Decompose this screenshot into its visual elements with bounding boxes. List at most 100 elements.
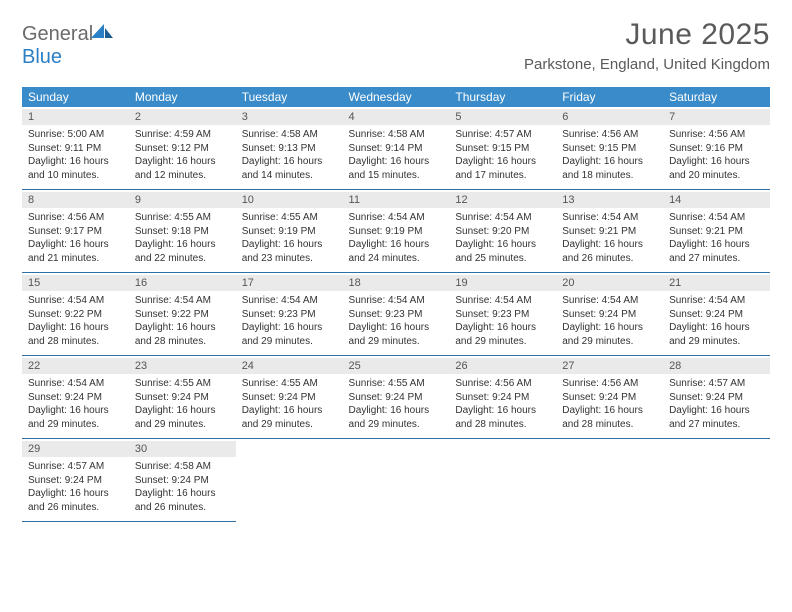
daylight-text: Daylight: 16 hours <box>242 321 337 335</box>
sunrise-text: Sunrise: 4:56 AM <box>562 128 657 142</box>
calendar-table: Sunday Monday Tuesday Wednesday Thursday… <box>22 87 770 522</box>
day-cell: 14Sunrise: 4:54 AMSunset: 9:21 PMDayligh… <box>663 190 770 273</box>
daylight-text: Daylight: 16 hours <box>349 238 444 252</box>
sunset-text: Sunset: 9:11 PM <box>28 142 123 156</box>
sunset-text: Sunset: 9:24 PM <box>242 391 337 405</box>
day-number: 23 <box>129 358 236 374</box>
daylight-text: and 29 minutes. <box>669 335 764 349</box>
title-block: June 2025 Parkstone, England, United Kin… <box>524 18 770 73</box>
sunrise-text: Sunrise: 4:54 AM <box>349 211 444 225</box>
day-cell <box>556 439 663 522</box>
week-row: 22Sunrise: 4:54 AMSunset: 9:24 PMDayligh… <box>22 356 770 439</box>
daylight-text: Daylight: 16 hours <box>669 155 764 169</box>
day-number: 12 <box>449 192 556 208</box>
daylight-text: Daylight: 16 hours <box>135 155 230 169</box>
daylight-text: Daylight: 16 hours <box>28 155 123 169</box>
sunrise-text: Sunrise: 4:57 AM <box>28 460 123 474</box>
day-cell: 5Sunrise: 4:57 AMSunset: 9:15 PMDaylight… <box>449 107 556 190</box>
daylight-text: and 17 minutes. <box>455 169 550 183</box>
sunrise-text: Sunrise: 4:54 AM <box>562 211 657 225</box>
sunrise-text: Sunrise: 4:54 AM <box>28 294 123 308</box>
day-number: 9 <box>129 192 236 208</box>
sunset-text: Sunset: 9:23 PM <box>242 308 337 322</box>
daylight-text: and 14 minutes. <box>242 169 337 183</box>
logo: General Blue <box>22 18 113 68</box>
day-cell: 13Sunrise: 4:54 AMSunset: 9:21 PMDayligh… <box>556 190 663 273</box>
day-number: 13 <box>556 192 663 208</box>
sunrise-text: Sunrise: 4:55 AM <box>349 377 444 391</box>
daylight-text: Daylight: 16 hours <box>455 321 550 335</box>
daylight-text: Daylight: 16 hours <box>562 321 657 335</box>
day-header: Tuesday <box>236 87 343 107</box>
day-cell: 30Sunrise: 4:58 AMSunset: 9:24 PMDayligh… <box>129 439 236 522</box>
day-number: 22 <box>22 358 129 374</box>
sunrise-text: Sunrise: 4:58 AM <box>349 128 444 142</box>
day-header: Saturday <box>663 87 770 107</box>
daylight-text: and 29 minutes. <box>349 335 444 349</box>
sunrise-text: Sunrise: 4:56 AM <box>28 211 123 225</box>
daylight-text: and 24 minutes. <box>349 252 444 266</box>
daylight-text: and 20 minutes. <box>669 169 764 183</box>
daylight-text: Daylight: 16 hours <box>562 404 657 418</box>
sunset-text: Sunset: 9:24 PM <box>28 474 123 488</box>
day-number: 5 <box>449 109 556 125</box>
daylight-text: and 10 minutes. <box>28 169 123 183</box>
sunset-text: Sunset: 9:24 PM <box>135 474 230 488</box>
daylight-text: Daylight: 16 hours <box>349 321 444 335</box>
day-number: 26 <box>449 358 556 374</box>
day-cell: 11Sunrise: 4:54 AMSunset: 9:19 PMDayligh… <box>343 190 450 273</box>
daylight-text: and 29 minutes. <box>455 335 550 349</box>
daylight-text: Daylight: 16 hours <box>669 321 764 335</box>
daylight-text: Daylight: 16 hours <box>669 404 764 418</box>
daylight-text: and 25 minutes. <box>455 252 550 266</box>
day-cell: 16Sunrise: 4:54 AMSunset: 9:22 PMDayligh… <box>129 273 236 356</box>
day-number: 27 <box>556 358 663 374</box>
sunset-text: Sunset: 9:19 PM <box>349 225 444 239</box>
day-cell: 6Sunrise: 4:56 AMSunset: 9:15 PMDaylight… <box>556 107 663 190</box>
day-cell: 8Sunrise: 4:56 AMSunset: 9:17 PMDaylight… <box>22 190 129 273</box>
logo-text-general: General <box>22 23 93 45</box>
day-cell: 17Sunrise: 4:54 AMSunset: 9:23 PMDayligh… <box>236 273 343 356</box>
daylight-text: Daylight: 16 hours <box>135 238 230 252</box>
day-number: 25 <box>343 358 450 374</box>
day-header: Wednesday <box>343 87 450 107</box>
sunrise-text: Sunrise: 5:00 AM <box>28 128 123 142</box>
logo-text-blue: Blue <box>22 46 62 68</box>
sunrise-text: Sunrise: 4:55 AM <box>135 211 230 225</box>
sunset-text: Sunset: 9:21 PM <box>669 225 764 239</box>
daylight-text: Daylight: 16 hours <box>28 404 123 418</box>
daylight-text: and 23 minutes. <box>242 252 337 266</box>
day-header-row: Sunday Monday Tuesday Wednesday Thursday… <box>22 87 770 107</box>
day-number: 19 <box>449 275 556 291</box>
sunrise-text: Sunrise: 4:58 AM <box>135 460 230 474</box>
sunrise-text: Sunrise: 4:54 AM <box>349 294 444 308</box>
sunrise-text: Sunrise: 4:54 AM <box>455 211 550 225</box>
day-cell: 4Sunrise: 4:58 AMSunset: 9:14 PMDaylight… <box>343 107 450 190</box>
day-cell: 24Sunrise: 4:55 AMSunset: 9:24 PMDayligh… <box>236 356 343 439</box>
daylight-text: and 29 minutes. <box>28 418 123 432</box>
day-number: 10 <box>236 192 343 208</box>
daylight-text: Daylight: 16 hours <box>135 404 230 418</box>
sunset-text: Sunset: 9:24 PM <box>562 308 657 322</box>
day-cell: 7Sunrise: 4:56 AMSunset: 9:16 PMDaylight… <box>663 107 770 190</box>
sunrise-text: Sunrise: 4:55 AM <box>135 377 230 391</box>
sunrise-text: Sunrise: 4:54 AM <box>669 294 764 308</box>
sunset-text: Sunset: 9:24 PM <box>669 391 764 405</box>
daylight-text: and 18 minutes. <box>562 169 657 183</box>
sunset-text: Sunset: 9:24 PM <box>28 391 123 405</box>
daylight-text: Daylight: 16 hours <box>135 487 230 501</box>
daylight-text: and 29 minutes. <box>135 418 230 432</box>
day-header: Monday <box>129 87 236 107</box>
sunrise-text: Sunrise: 4:55 AM <box>242 377 337 391</box>
day-number: 14 <box>663 192 770 208</box>
day-cell: 15Sunrise: 4:54 AMSunset: 9:22 PMDayligh… <box>22 273 129 356</box>
day-cell: 22Sunrise: 4:54 AMSunset: 9:24 PMDayligh… <box>22 356 129 439</box>
day-cell: 2Sunrise: 4:59 AMSunset: 9:12 PMDaylight… <box>129 107 236 190</box>
daylight-text: and 12 minutes. <box>135 169 230 183</box>
day-cell: 9Sunrise: 4:55 AMSunset: 9:18 PMDaylight… <box>129 190 236 273</box>
sunrise-text: Sunrise: 4:54 AM <box>562 294 657 308</box>
sunset-text: Sunset: 9:24 PM <box>562 391 657 405</box>
day-cell: 20Sunrise: 4:54 AMSunset: 9:24 PMDayligh… <box>556 273 663 356</box>
location-text: Parkstone, England, United Kingdom <box>524 56 770 73</box>
day-number: 15 <box>22 275 129 291</box>
